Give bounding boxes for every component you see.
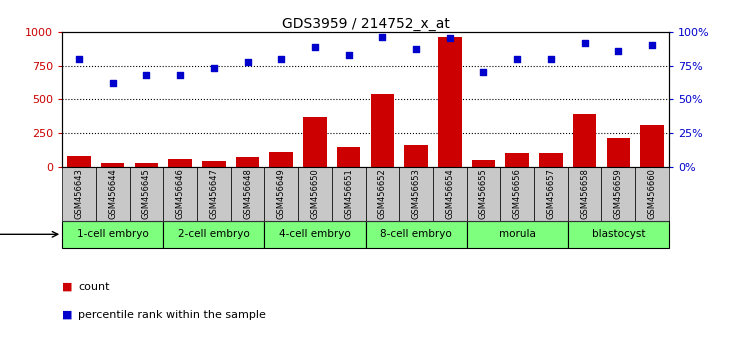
Point [140,72,152,78]
Bar [573,114,596,167]
Text: GSM456646: GSM456646 [175,169,185,219]
Point [646,42,658,48]
Point [309,44,321,50]
Bar [500,167,534,221]
Text: GSM456658: GSM456658 [580,169,589,219]
Text: GSM456648: GSM456648 [243,169,252,219]
Point [444,35,455,41]
Bar [640,125,664,167]
Text: GSM456649: GSM456649 [277,169,286,219]
Bar [235,157,260,167]
Bar [568,221,669,248]
Text: GSM456660: GSM456660 [648,169,656,219]
Bar [471,160,496,167]
Text: GSM456656: GSM456656 [512,169,522,219]
Point [276,56,287,62]
Bar [298,167,332,221]
Point [579,40,591,46]
Bar [438,37,461,167]
Text: GSM456650: GSM456650 [311,169,319,219]
Bar [433,167,466,221]
Bar [101,164,124,167]
Bar [67,156,91,167]
Bar [231,167,265,221]
Bar [607,138,630,167]
Text: percentile rank within the sample: percentile rank within the sample [78,310,266,320]
Bar [404,144,428,167]
Bar [163,221,265,248]
Bar [568,167,602,221]
Point [410,47,422,52]
Bar [366,221,466,248]
Bar [197,167,231,221]
Bar [371,94,394,167]
Bar [332,167,366,221]
Bar [96,167,129,221]
Text: blastocyst: blastocyst [591,229,645,239]
Text: GSM456652: GSM456652 [378,169,387,219]
Bar [399,167,433,221]
Bar [534,167,568,221]
Point [376,34,388,40]
Bar [505,153,529,167]
Bar [202,161,226,167]
Bar [602,167,635,221]
Text: GSM456655: GSM456655 [479,169,488,219]
Text: GSM456654: GSM456654 [445,169,454,219]
Point [545,56,557,62]
Point [174,72,186,78]
Bar [303,117,327,167]
Point [343,52,355,58]
Point [512,56,523,62]
Point [242,59,254,64]
Point [107,80,118,86]
Bar [129,167,163,221]
Bar [265,221,366,248]
Point [73,56,85,62]
Text: GSM456653: GSM456653 [412,169,420,219]
Bar [270,152,293,167]
Text: 2-cell embryo: 2-cell embryo [178,229,250,239]
Text: GSM456651: GSM456651 [344,169,353,219]
Bar [163,167,197,221]
Bar [466,167,500,221]
Text: 4-cell embryo: 4-cell embryo [279,229,351,239]
Point [477,69,489,75]
Text: GSM456657: GSM456657 [546,169,556,219]
Bar [62,167,96,221]
Point [613,48,624,53]
Text: GSM456659: GSM456659 [614,169,623,219]
Bar [168,159,192,167]
Point [208,65,219,71]
Bar [466,221,568,248]
Text: GSM456645: GSM456645 [142,169,151,219]
Text: GSM456644: GSM456644 [108,169,117,219]
Text: 1-cell embryo: 1-cell embryo [77,229,148,239]
Text: ■: ■ [62,282,72,292]
Bar [62,221,163,248]
Text: GSM456647: GSM456647 [209,169,219,219]
Text: GSM456643: GSM456643 [75,169,83,219]
Bar [337,147,360,167]
Title: GDS3959 / 214752_x_at: GDS3959 / 214752_x_at [281,17,450,31]
Text: 8-cell embryo: 8-cell embryo [380,229,452,239]
Bar [135,163,158,167]
Bar [539,153,563,167]
Text: count: count [78,282,110,292]
Bar [366,167,399,221]
Text: morula: morula [499,229,536,239]
Bar [635,167,669,221]
Bar [265,167,298,221]
Text: ■: ■ [62,310,72,320]
